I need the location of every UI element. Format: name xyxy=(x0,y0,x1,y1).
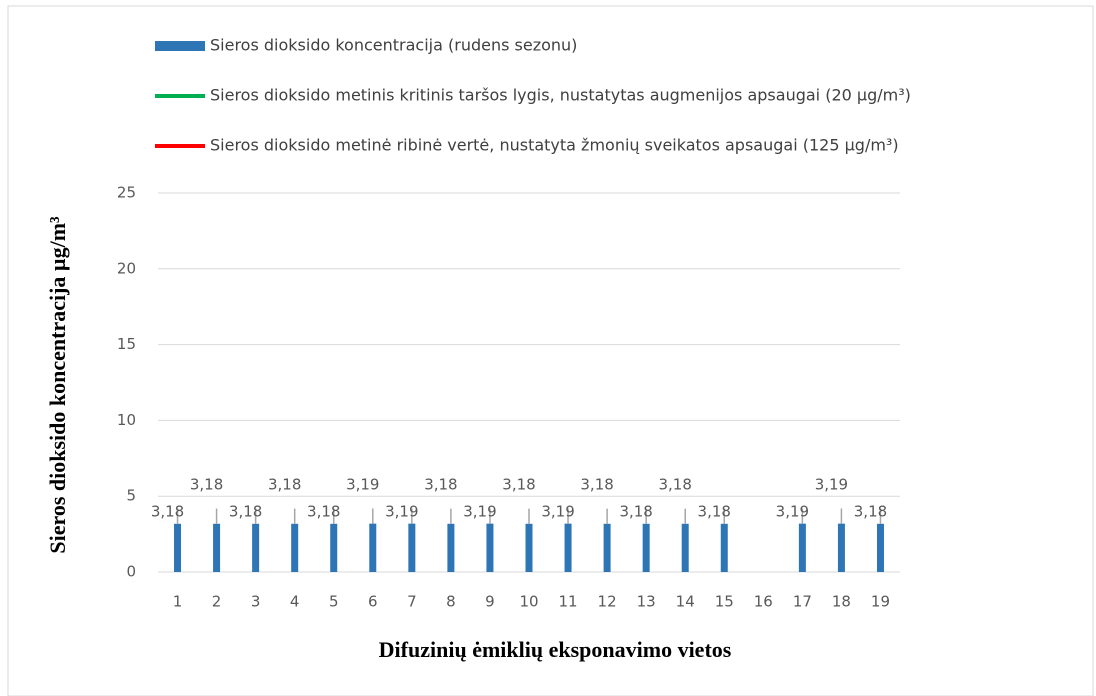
x-tick-label: 14 xyxy=(676,593,695,611)
data-label: 3,18 xyxy=(151,503,184,521)
bar xyxy=(798,523,806,572)
x-tick-label: 18 xyxy=(832,593,851,611)
data-label: 3,18 xyxy=(698,503,731,521)
x-tick-label: 19 xyxy=(871,593,890,611)
x-tick-label: 2 xyxy=(212,593,222,611)
data-label: 3,18 xyxy=(580,476,613,494)
x-tick-label: 8 xyxy=(446,593,456,611)
bar xyxy=(720,523,728,572)
x-tick-label: 6 xyxy=(368,593,378,611)
bar xyxy=(525,523,533,572)
chart-border xyxy=(7,5,1094,696)
bar xyxy=(486,523,494,572)
x-tick-label: 13 xyxy=(637,593,656,611)
x-tick-label: 16 xyxy=(754,593,773,611)
legend-label: Sieros dioksido metinė ribinė vertė, nus… xyxy=(210,136,899,155)
bar xyxy=(174,523,182,572)
data-label: 3,18 xyxy=(268,476,301,494)
data-label: 3,18 xyxy=(424,476,457,494)
bar xyxy=(369,523,377,572)
bar xyxy=(447,523,455,572)
bar xyxy=(330,523,338,572)
x-tick-label: 5 xyxy=(329,593,339,611)
data-label: 3,18 xyxy=(659,476,692,494)
legend-swatch xyxy=(155,41,205,51)
data-label: 3,18 xyxy=(854,503,887,521)
x-tick-label: 17 xyxy=(793,593,812,611)
x-tick-label: 1 xyxy=(173,593,183,611)
y-tick-label: 15 xyxy=(117,335,136,353)
data-label: 3,18 xyxy=(190,476,223,494)
x-tick-label: 7 xyxy=(407,593,417,611)
bar xyxy=(681,523,689,572)
data-label: 3,18 xyxy=(619,503,652,521)
bar xyxy=(603,523,611,572)
data-label: 3,19 xyxy=(815,476,848,494)
x-tick-label: 12 xyxy=(598,593,617,611)
bar xyxy=(213,523,221,572)
bar xyxy=(876,523,884,572)
data-label: 3,19 xyxy=(776,503,809,521)
y-tick-label: 25 xyxy=(117,184,136,202)
plot xyxy=(174,508,884,572)
bar xyxy=(564,523,572,572)
x-tick-label: 15 xyxy=(715,593,734,611)
bar xyxy=(291,523,299,572)
y-tick-label: 20 xyxy=(117,259,136,277)
x-tick-label: 4 xyxy=(290,593,300,611)
bar xyxy=(837,523,845,572)
data-label: 3,19 xyxy=(346,476,379,494)
data-label: 3,18 xyxy=(307,503,340,521)
bar xyxy=(252,523,260,572)
data-label: 3,18 xyxy=(229,503,262,521)
data-label: 3,19 xyxy=(385,503,418,521)
y-tick-label: 0 xyxy=(126,563,136,581)
x-axis-title: Difuzinių ėmiklių eksponavimo vietos xyxy=(379,637,732,662)
x-tick-label: 9 xyxy=(485,593,495,611)
legend-label: Sieros dioksido koncentracija (rudens se… xyxy=(210,36,577,55)
data-label: 3,18 xyxy=(502,476,535,494)
bar xyxy=(642,523,650,572)
y-axis-title: Sieros dioksido koncentracija µg/m³ xyxy=(45,216,70,554)
x-tick-label: 3 xyxy=(251,593,261,611)
y-tick-label: 10 xyxy=(117,411,136,429)
legend-label: Sieros dioksido metinis kritinis taršos … xyxy=(210,86,911,105)
bar xyxy=(408,523,416,572)
data-label: 3,19 xyxy=(541,503,574,521)
x-tick-label: 11 xyxy=(559,593,578,611)
y-tick-label: 5 xyxy=(126,487,136,505)
data-label: 3,19 xyxy=(463,503,496,521)
x-tick-label: 10 xyxy=(519,593,538,611)
